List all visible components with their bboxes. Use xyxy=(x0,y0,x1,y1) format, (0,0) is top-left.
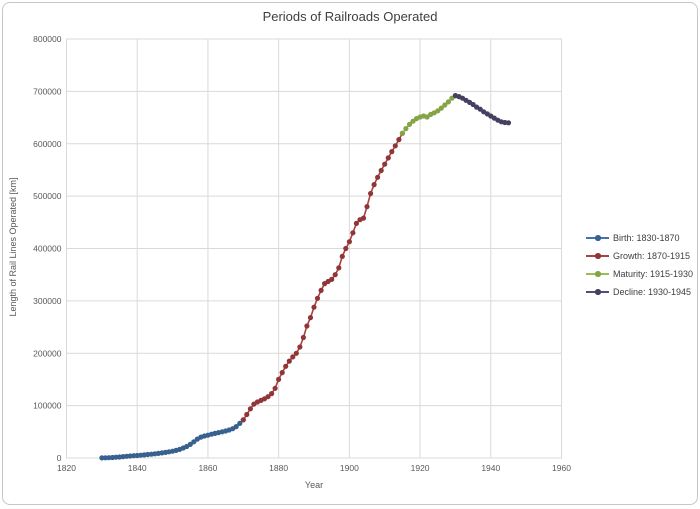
legend-marker-decline xyxy=(586,286,609,297)
legend-label-decline: Decline: 1930-1945 xyxy=(613,286,692,297)
x-axis-title: Year xyxy=(304,480,324,490)
legend-entry-decline: Decline: 1930-1945 xyxy=(586,286,693,297)
svg-text:0: 0 xyxy=(57,453,62,463)
svg-text:500000: 500000 xyxy=(33,191,62,201)
legend-entry-maturity: Maturity: 1915-1930 xyxy=(586,268,693,279)
svg-text:200000: 200000 xyxy=(33,348,62,358)
legend-marker-growth xyxy=(586,250,609,261)
y-axis-title: Length of Rail Lines Operated [km] xyxy=(8,177,18,317)
chart-title: Periods of Railroads Operated xyxy=(262,9,438,24)
svg-text:1860: 1860 xyxy=(198,463,217,473)
legend-entry-growth: Growth: 1870-1915 xyxy=(586,250,693,261)
svg-text:1840: 1840 xyxy=(128,463,147,473)
svg-text:1900: 1900 xyxy=(340,463,359,473)
legend: Birth: 1830-1870 Growth: 1870-1915 Matur… xyxy=(586,232,693,297)
legend-marker-maturity xyxy=(586,268,609,279)
legend-label-maturity: Maturity: 1915-1930 xyxy=(613,268,694,279)
svg-text:1940: 1940 xyxy=(481,463,500,473)
svg-text:600000: 600000 xyxy=(33,139,62,149)
legend-label-growth: Growth: 1870-1915 xyxy=(613,250,691,261)
legend-marker-birth xyxy=(586,232,609,243)
svg-text:300000: 300000 xyxy=(33,296,62,306)
legend-label-birth: Birth: 1830-1870 xyxy=(613,232,680,243)
svg-text:400000: 400000 xyxy=(33,244,62,254)
svg-text:700000: 700000 xyxy=(33,86,62,96)
svg-text:1920: 1920 xyxy=(411,463,430,473)
svg-text:800000: 800000 xyxy=(33,34,62,44)
legend-entry-birth: Birth: 1830-1870 xyxy=(586,232,693,243)
svg-text:1820: 1820 xyxy=(57,463,76,473)
svg-text:100000: 100000 xyxy=(33,401,62,411)
svg-text:1960: 1960 xyxy=(552,463,571,473)
svg-text:1880: 1880 xyxy=(269,463,288,473)
